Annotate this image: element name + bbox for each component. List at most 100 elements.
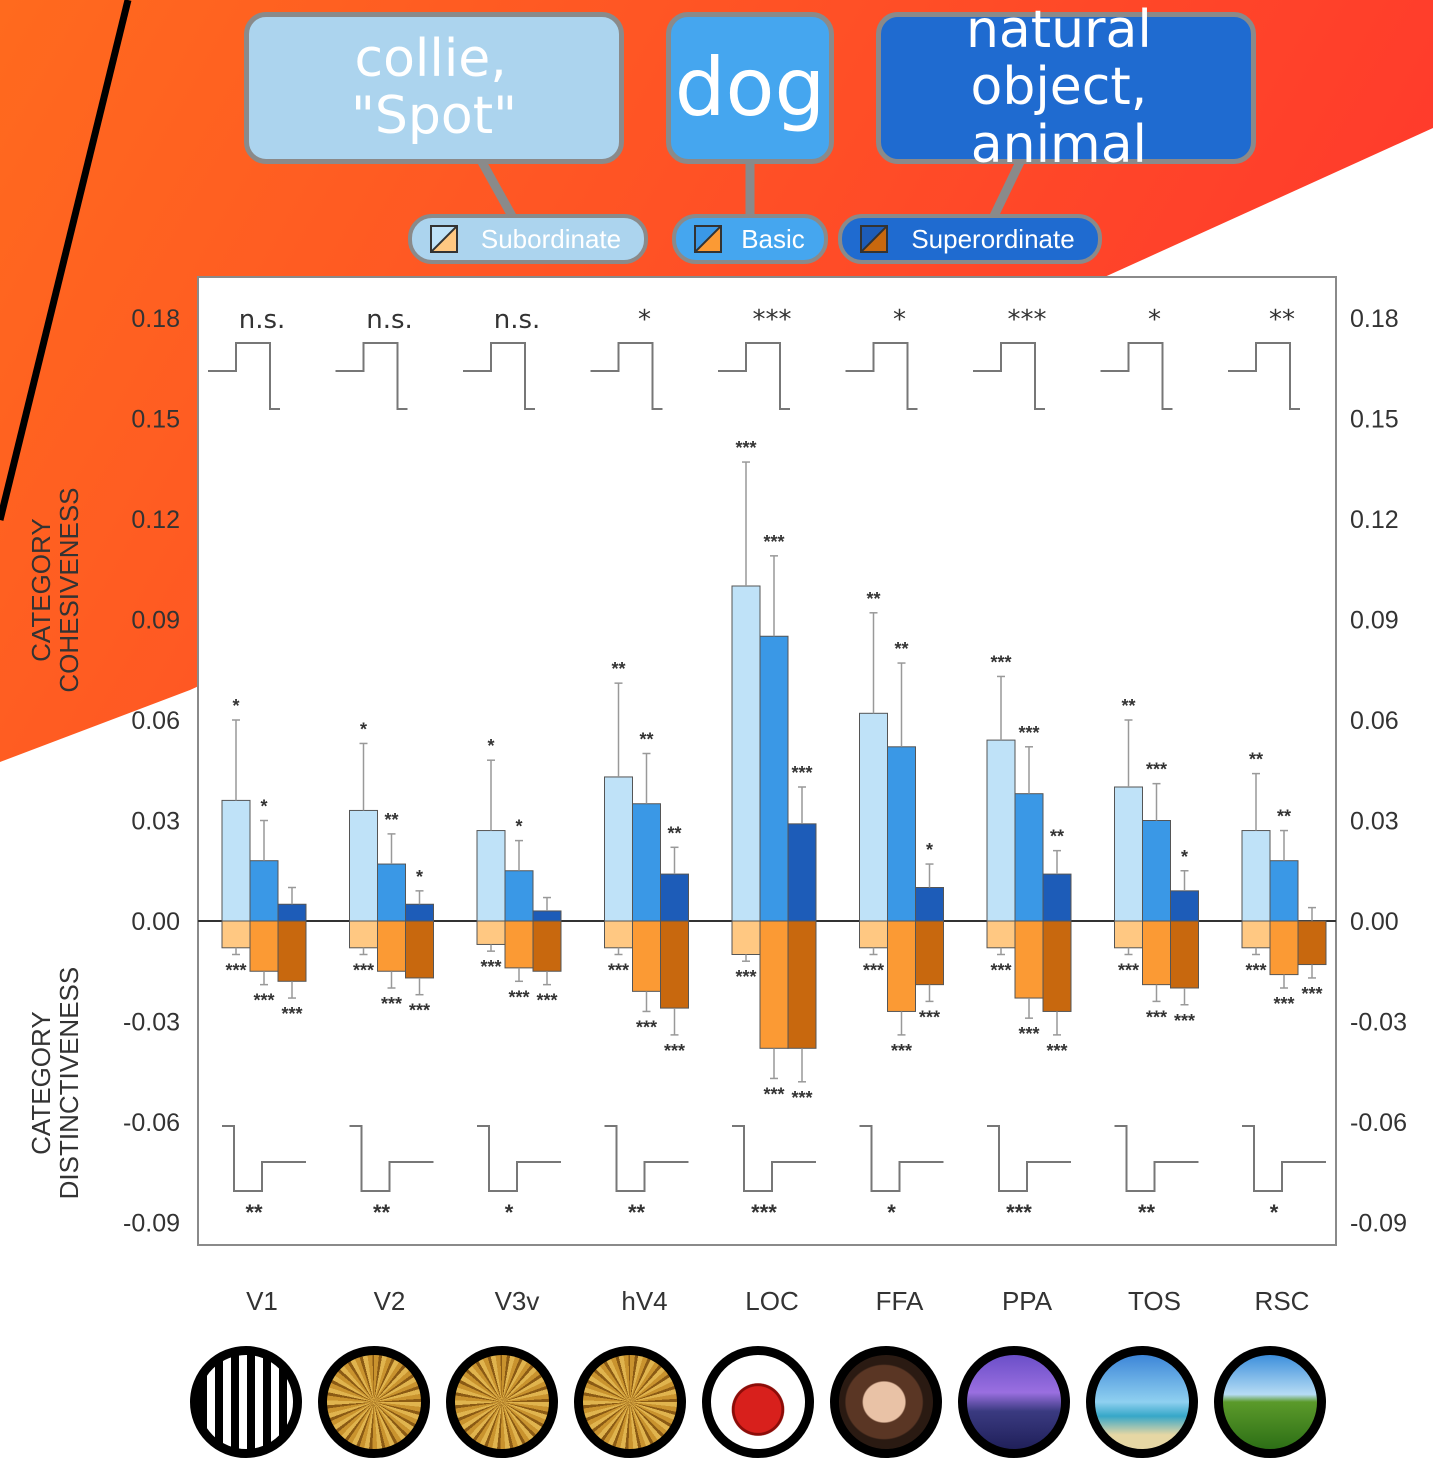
significance-stars: ** (866, 589, 880, 609)
y-tick-label-right: 0.03 (1350, 808, 1399, 836)
legend-label-superordinate: Superordinate (911, 223, 1075, 254)
bar-cohesiveness-superordinate (1042, 873, 1072, 922)
distinctiveness-comparison-label: *** (751, 1200, 777, 1225)
region-thumbnail-beach-palm (1086, 1346, 1198, 1458)
cohesion-bracket (590, 342, 663, 410)
cohesion-comparison-label: * (893, 305, 906, 335)
legend-item-superordinate: Superordinate (838, 214, 1102, 264)
y-tick-label-left: 0.09 (131, 607, 180, 635)
bar-distinctiveness-subordinate (1114, 920, 1143, 949)
significance-stars: *** (1146, 760, 1167, 780)
distinctiveness-bracket (477, 1125, 561, 1192)
legend-item-basic: Basic (672, 214, 828, 264)
significance-stars: *** (990, 652, 1011, 672)
cohesion-comparison-label: n.s. (494, 305, 541, 335)
legend-swatch-subordinate (430, 225, 458, 253)
bar-cohesiveness-superordinate (915, 887, 944, 922)
significance-stars: *** (381, 994, 402, 1014)
y-tick-label-right: 0.15 (1350, 406, 1399, 434)
x-category-label: V2 (374, 1286, 406, 1316)
y-tick-label-left: 0.15 (131, 406, 180, 434)
significance-stars: ** (1249, 750, 1263, 770)
bar-distinctiveness-superordinate (1170, 920, 1199, 989)
x-category-label: TOS (1128, 1286, 1181, 1316)
significance-stars: * (260, 797, 267, 817)
bar-distinctiveness-basic (1014, 920, 1044, 999)
distinctiveness-comparison-label: * (1270, 1200, 1279, 1225)
y-tick-label-left: -0.03 (123, 1009, 180, 1037)
x-category-label: PPA (1002, 1286, 1053, 1316)
bar-cohesiveness-superordinate (405, 903, 434, 922)
significance-stars: *** (990, 961, 1011, 981)
cohesion-comparison-label: ** (1269, 305, 1295, 335)
significance-stars: *** (664, 1041, 685, 1061)
bar-cohesiveness-basic (887, 746, 916, 922)
bar-cohesiveness-basic (632, 803, 661, 922)
bar-distinctiveness-basic (1269, 920, 1299, 976)
cohesion-bracket (845, 342, 918, 410)
significance-stars: * (926, 840, 933, 860)
distinctiveness-bracket (987, 1125, 1071, 1192)
significance-stars: *** (409, 1001, 430, 1021)
significance-stars: *** (763, 532, 784, 552)
significance-stars: *** (891, 1041, 912, 1061)
bar-distinctiveness-basic (377, 920, 406, 972)
significance-stars: * (416, 867, 423, 887)
distinctiveness-comparison-label: * (887, 1200, 896, 1225)
significance-stars: *** (919, 1007, 940, 1027)
distinctiveness-bracket (1242, 1125, 1326, 1192)
region-thumbnail-woven-texture (318, 1346, 430, 1458)
bar-cohesiveness-subordinate (604, 776, 633, 922)
y-tick-label-right: -0.09 (1350, 1210, 1407, 1238)
significance-stars: *** (1174, 1011, 1195, 1031)
bar-cohesiveness-superordinate (660, 873, 689, 922)
distinctiveness-bracket (732, 1125, 816, 1192)
connector-subordinate (478, 159, 516, 219)
cohesion-comparison-label: * (1148, 305, 1161, 335)
significance-stars: *** (225, 961, 246, 981)
x-category-label: RSC (1255, 1286, 1310, 1316)
bar-cohesiveness-subordinate (349, 809, 378, 922)
bar-cohesiveness-subordinate (476, 830, 506, 922)
legend-swatch-basic (694, 225, 722, 253)
cohesion-comparison-label: * (638, 305, 651, 335)
legend-item-subordinate: Subordinate (408, 214, 648, 264)
y-tick-label-left: -0.09 (123, 1210, 180, 1238)
significance-stars: ** (667, 823, 681, 843)
cohesion-bracket (1228, 342, 1300, 410)
y-tick-label-right: 0.09 (1350, 607, 1399, 635)
bar-distinctiveness-subordinate (604, 920, 633, 949)
distinctiveness-comparison-label: ** (373, 1200, 391, 1225)
cohesion-bracket (335, 342, 408, 410)
significance-stars: *** (763, 1084, 784, 1104)
y-tick-label-right: 0.06 (1350, 707, 1399, 735)
significance-stars: *** (536, 991, 557, 1011)
significance-stars: * (487, 736, 494, 756)
bar-cohesiveness-basic (759, 635, 789, 922)
bar-cohesiveness-superordinate (1170, 890, 1199, 922)
bar-distinctiveness-basic (249, 920, 279, 972)
y-tick-label-left: 0.03 (131, 808, 180, 836)
significance-stars: *** (1273, 994, 1294, 1014)
significance-stars: *** (735, 438, 756, 458)
significance-stars: *** (863, 961, 884, 981)
bar-cohesiveness-superordinate (787, 823, 817, 922)
distinctiveness-bracket (222, 1125, 306, 1192)
x-category-label: hV4 (621, 1286, 667, 1316)
legend-label-subordinate: Subordinate (480, 223, 622, 254)
significance-stars: *** (791, 1088, 812, 1108)
significance-stars: *** (253, 991, 274, 1011)
bar-cohesiveness-basic (504, 870, 534, 922)
y-tick-label-right: 0.18 (1350, 305, 1399, 333)
significance-stars: *** (608, 961, 629, 981)
bar-distinctiveness-subordinate (221, 920, 251, 949)
bar-distinctiveness-basic (632, 920, 661, 992)
bar-distinctiveness-superordinate (532, 920, 562, 972)
significance-stars: ** (639, 730, 653, 750)
x-category-label: V1 (246, 1286, 278, 1316)
bar-cohesiveness-superordinate (532, 910, 562, 922)
bar-distinctiveness-basic (1142, 920, 1171, 986)
distinctiveness-comparison-label: * (505, 1200, 514, 1225)
x-category-label: V3v (495, 1286, 540, 1316)
bar-distinctiveness-basic (504, 920, 534, 969)
